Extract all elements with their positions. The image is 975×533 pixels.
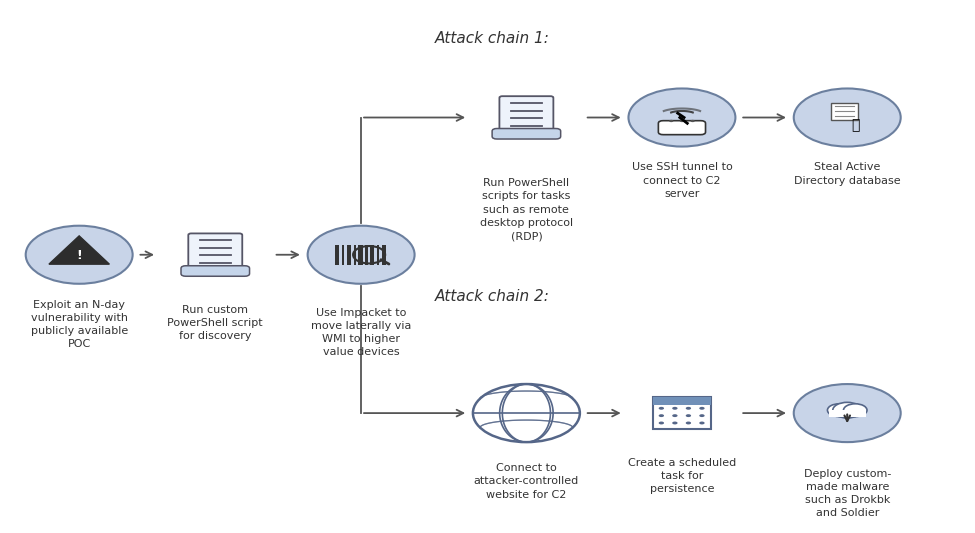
Text: !: ! — [76, 249, 82, 262]
Text: Deploy custom-
made malware
such as Drokbk
and Soldier: Deploy custom- made malware such as Drok… — [803, 469, 891, 518]
FancyBboxPatch shape — [347, 245, 351, 265]
Circle shape — [828, 404, 851, 417]
Circle shape — [672, 407, 678, 410]
Circle shape — [699, 422, 705, 424]
FancyBboxPatch shape — [359, 245, 363, 265]
FancyBboxPatch shape — [829, 410, 866, 417]
Circle shape — [685, 414, 691, 417]
Circle shape — [25, 225, 133, 284]
FancyBboxPatch shape — [382, 245, 386, 265]
Text: Steal Active
Directory database: Steal Active Directory database — [794, 163, 901, 185]
Circle shape — [659, 422, 664, 424]
Circle shape — [833, 402, 862, 418]
FancyBboxPatch shape — [370, 245, 374, 265]
Text: Run custom
PowerShell script
for discovery: Run custom PowerShell script for discove… — [168, 305, 263, 341]
FancyBboxPatch shape — [181, 266, 250, 276]
Circle shape — [794, 88, 901, 147]
Circle shape — [843, 404, 867, 417]
Circle shape — [685, 422, 691, 424]
FancyBboxPatch shape — [658, 120, 706, 135]
FancyBboxPatch shape — [377, 245, 379, 265]
Circle shape — [680, 120, 684, 122]
Polygon shape — [49, 236, 109, 264]
FancyBboxPatch shape — [831, 103, 858, 120]
Text: Use SSH tunnel to
connect to C2
server: Use SSH tunnel to connect to C2 server — [632, 163, 732, 199]
Text: Exploit an N-day
vulnerability with
publicly available
POC: Exploit an N-day vulnerability with publ… — [30, 300, 128, 349]
Text: Attack chain 2:: Attack chain 2: — [435, 289, 550, 304]
Circle shape — [699, 414, 705, 417]
FancyBboxPatch shape — [652, 397, 712, 429]
Text: Create a scheduled
task for
persistence: Create a scheduled task for persistence — [628, 458, 736, 494]
Circle shape — [629, 88, 735, 147]
Text: Connect to
attacker-controlled
website for C2: Connect to attacker-controlled website f… — [474, 463, 579, 499]
FancyBboxPatch shape — [334, 245, 339, 265]
Text: Use Impacket to
move laterally via
WMI to higher
value devices: Use Impacket to move laterally via WMI t… — [311, 308, 411, 357]
Circle shape — [699, 407, 705, 410]
FancyBboxPatch shape — [188, 233, 242, 271]
FancyBboxPatch shape — [652, 397, 712, 405]
Circle shape — [690, 120, 695, 122]
Circle shape — [794, 384, 901, 442]
FancyBboxPatch shape — [492, 128, 561, 139]
Circle shape — [672, 422, 678, 424]
Text: ✋: ✋ — [851, 118, 859, 132]
FancyBboxPatch shape — [354, 245, 356, 265]
Circle shape — [659, 414, 664, 417]
Text: Run PowerShell
scripts for tasks
such as remote
desktop protocol
(RDP): Run PowerShell scripts for tasks such as… — [480, 178, 573, 241]
Circle shape — [308, 225, 414, 284]
Circle shape — [672, 414, 678, 417]
Circle shape — [669, 120, 674, 122]
FancyBboxPatch shape — [366, 245, 368, 265]
FancyBboxPatch shape — [342, 245, 344, 265]
Text: Attack chain 1:: Attack chain 1: — [435, 31, 550, 46]
Circle shape — [659, 407, 664, 410]
FancyBboxPatch shape — [499, 96, 554, 134]
Circle shape — [685, 407, 691, 410]
